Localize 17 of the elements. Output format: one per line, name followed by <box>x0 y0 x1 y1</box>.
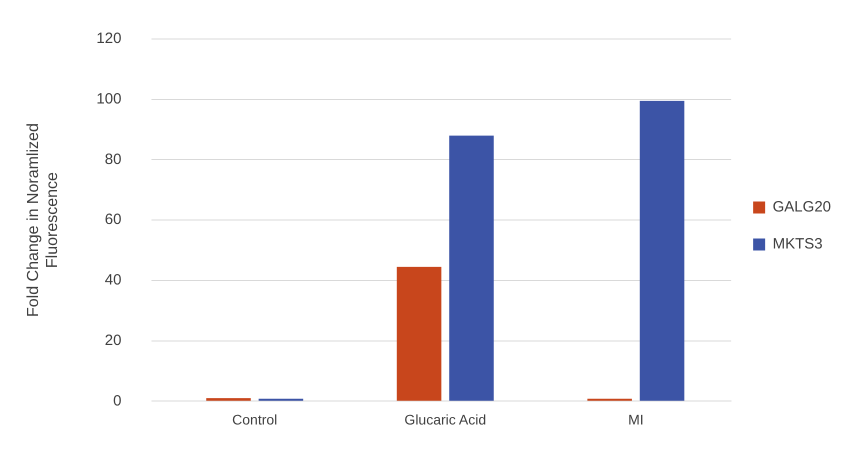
bar <box>449 136 494 401</box>
y-tick-label: 120 <box>96 30 122 48</box>
bar <box>640 100 684 401</box>
x-tick-label: Glucaric Acid <box>404 411 486 428</box>
y-tick-label: 0 <box>113 392 122 410</box>
y-tick-label: 80 <box>104 150 122 168</box>
legend-label: MKTS3 <box>772 236 823 253</box>
x-tick-label: Control <box>232 411 278 428</box>
y-tick-label: 20 <box>104 332 122 349</box>
legend-label: GALG20 <box>772 198 832 216</box>
y-tick-label: 40 <box>104 272 122 289</box>
y-tick-label: 60 <box>104 211 122 228</box>
y-axis-title: Fold Change in Noramlized Fluorescence <box>25 123 62 318</box>
bar <box>396 266 442 401</box>
x-tick-label: MI <box>628 411 644 428</box>
bar <box>206 398 251 401</box>
y-tick-label: 100 <box>96 90 122 108</box>
